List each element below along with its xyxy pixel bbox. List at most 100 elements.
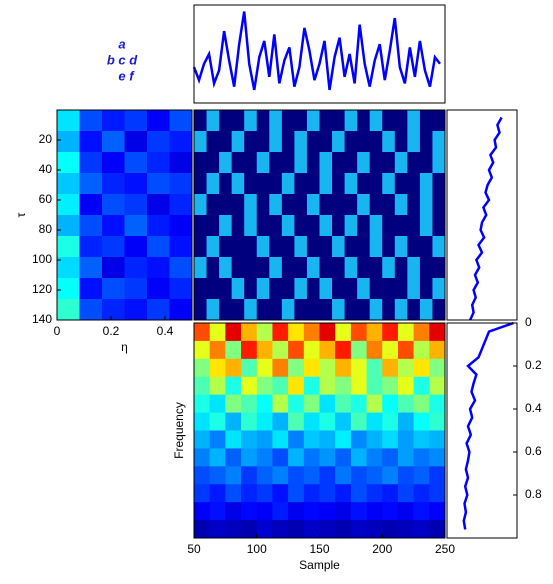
heatmap-cell bbox=[335, 484, 352, 503]
heatmap-cell bbox=[382, 236, 396, 258]
annotation: e f bbox=[118, 68, 135, 83]
heatmap-cell bbox=[319, 520, 336, 539]
heatmap-cell bbox=[241, 340, 258, 360]
heatmap-cell bbox=[335, 520, 352, 539]
heatmap-cell bbox=[294, 215, 308, 237]
heatmap-cell bbox=[194, 448, 211, 467]
heatmap-cell bbox=[306, 110, 320, 132]
heatmap-cell bbox=[344, 131, 358, 153]
heatmap-cell bbox=[357, 194, 371, 216]
heatmap-cell bbox=[241, 412, 258, 431]
heatmap-cell bbox=[256, 194, 270, 216]
heatmap-cell bbox=[344, 194, 358, 216]
x-tick-label: 50 bbox=[187, 542, 201, 556]
heatmap-cell bbox=[79, 236, 103, 258]
heatmap-cell bbox=[244, 131, 258, 153]
heatmap-cell bbox=[269, 173, 283, 195]
heatmap-cell bbox=[225, 430, 242, 449]
heatmap-cell bbox=[102, 278, 125, 300]
heatmap-cell bbox=[124, 257, 148, 279]
heatmap-cell bbox=[288, 520, 305, 539]
heatmap-cell bbox=[225, 394, 242, 414]
heatmap-cell bbox=[209, 484, 226, 503]
heatmap-cell bbox=[429, 376, 446, 396]
heatmap-cell bbox=[169, 257, 193, 279]
heatmap-cell bbox=[256, 484, 273, 503]
y-tick-label: 0.8 bbox=[525, 487, 542, 501]
heatmap-cell bbox=[256, 257, 270, 279]
heatmap-cell bbox=[419, 257, 433, 279]
heatmap-cell bbox=[382, 502, 399, 521]
heatmap-cell bbox=[288, 376, 305, 396]
heatmap-cell bbox=[357, 257, 371, 279]
heatmap-cell bbox=[303, 376, 320, 396]
heatmap-cell bbox=[319, 412, 336, 431]
heatmap-cell bbox=[57, 257, 80, 279]
heatmap-cell bbox=[429, 484, 446, 503]
heatmap-cell bbox=[394, 152, 408, 174]
heatmap-cell bbox=[350, 484, 368, 503]
heatmap-cell bbox=[429, 412, 446, 431]
heatmap-cell bbox=[303, 394, 320, 414]
heatmap-cell bbox=[407, 257, 421, 279]
heatmap-cell bbox=[219, 299, 233, 321]
heatmap-cell bbox=[124, 194, 148, 216]
heatmap-cell bbox=[272, 430, 289, 449]
heatmap-cell bbox=[194, 299, 208, 321]
heatmap-cell bbox=[429, 520, 446, 539]
heatmap-cell bbox=[357, 278, 371, 300]
heatmap-cell bbox=[369, 215, 383, 237]
heatmap-cell bbox=[397, 340, 415, 360]
heatmap-cell bbox=[57, 215, 80, 237]
heatmap-cell bbox=[206, 173, 220, 195]
heatmap-cell bbox=[102, 110, 125, 132]
heatmap-cell bbox=[366, 394, 383, 414]
heatmap-cell bbox=[319, 502, 336, 521]
heatmap-cell bbox=[429, 448, 446, 467]
heatmap-cell bbox=[407, 236, 421, 258]
heatmap-cell bbox=[219, 131, 233, 153]
heatmap-cell bbox=[366, 448, 383, 467]
heatmap-cell bbox=[306, 278, 320, 300]
heatmap-cell bbox=[369, 278, 383, 300]
heatmap-cell bbox=[147, 194, 170, 216]
heatmap-cell bbox=[272, 376, 289, 396]
heatmap-cell bbox=[366, 484, 383, 503]
heatmap-cell bbox=[429, 358, 446, 378]
heatmap-cell bbox=[306, 299, 320, 321]
plot-frame bbox=[446, 109, 518, 321]
heatmap-cell bbox=[350, 448, 368, 467]
heatmap-cell bbox=[169, 215, 193, 237]
heatmap-cell bbox=[194, 484, 211, 503]
heatmap-cell bbox=[394, 236, 408, 258]
heatmap-cell bbox=[303, 466, 320, 485]
heatmap-cell bbox=[219, 236, 233, 258]
heatmap-cell bbox=[209, 340, 226, 360]
heatmap-cell bbox=[225, 376, 242, 396]
heatmap-cell bbox=[413, 430, 430, 449]
heatmap-cell bbox=[124, 299, 148, 321]
heatmap-cell bbox=[382, 340, 399, 360]
heatmap-cell bbox=[209, 376, 226, 396]
heatmap-cell bbox=[332, 278, 346, 300]
heatmap-cell bbox=[79, 215, 103, 237]
heatmap-cell bbox=[357, 152, 371, 174]
plot-frame bbox=[446, 322, 518, 539]
heatmap-cell bbox=[281, 173, 295, 195]
heatmap-cell bbox=[281, 215, 295, 237]
plot-frame bbox=[193, 4, 446, 104]
heatmap-cell bbox=[382, 394, 399, 414]
heatmap-cell bbox=[194, 152, 208, 174]
heatmap-cell bbox=[413, 340, 430, 360]
heatmap-cell bbox=[332, 215, 346, 237]
heatmap-cell bbox=[357, 215, 371, 237]
x-tick-label: 0 bbox=[54, 324, 61, 338]
x-tick-label: 250 bbox=[435, 542, 455, 556]
heatmap-cell bbox=[241, 448, 258, 467]
heatmap-cell bbox=[194, 194, 208, 216]
heatmap-cell bbox=[209, 520, 226, 539]
heatmap-cell bbox=[394, 110, 408, 132]
heatmap-cell bbox=[219, 194, 233, 216]
heatmap-cell bbox=[357, 110, 371, 132]
heatmap-cell bbox=[269, 236, 283, 258]
